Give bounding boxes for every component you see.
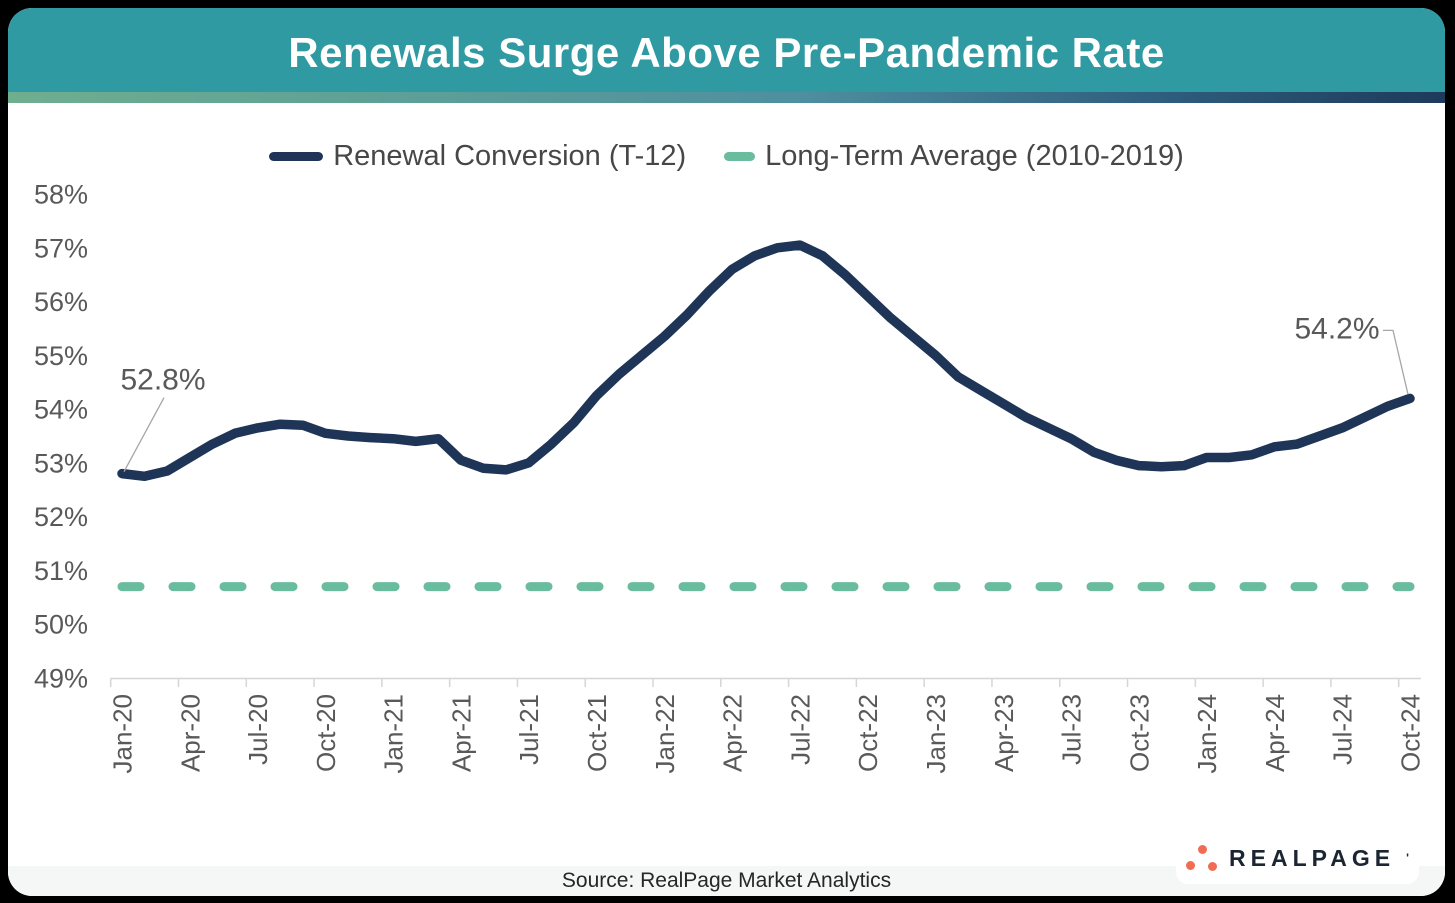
- x-axis-label: Jan-20: [108, 694, 138, 774]
- x-axis-label: Apr-23: [989, 694, 1019, 772]
- annotation-leader-end: [1383, 329, 1409, 395]
- renewal-conversion-line: [117, 240, 1415, 482]
- realpage-logo-text: REALPAGE: [1229, 844, 1396, 871]
- y-axis-label: 52%: [34, 502, 88, 532]
- chart-legend: Renewal Conversion (T-12) Long-Term Aver…: [8, 140, 1445, 173]
- realpage-dots-icon: [1186, 844, 1218, 872]
- y-axis-label: 58%: [34, 180, 88, 210]
- realpage-logo: REALPAGE ': [1176, 836, 1419, 884]
- x-axis-label: Apr-20: [175, 694, 205, 772]
- annotation-first-value: 52.8%: [120, 364, 205, 397]
- x-axis-label: Oct-22: [853, 694, 883, 772]
- x-axis-label: Jan-24: [1192, 694, 1222, 774]
- chart-card: Renewals Surge Above Pre-Pandemic Rate R…: [8, 8, 1445, 896]
- x-axis-label: Oct-24: [1396, 694, 1426, 772]
- x-axis-label: Jul-20: [243, 694, 273, 765]
- y-axis-label: 56%: [34, 287, 88, 317]
- y-axis-label: 57%: [34, 233, 88, 263]
- legend-label: Long-Term Average (2010-2019): [765, 140, 1184, 172]
- x-axis-label: Oct-21: [582, 694, 612, 772]
- x-axis-label: Apr-21: [446, 694, 476, 772]
- y-axis-label: 51%: [34, 556, 88, 586]
- x-axis-label: Oct-23: [1124, 694, 1154, 772]
- x-axis-label: Jul-23: [1057, 694, 1087, 765]
- realpage-trademark-mark: ': [1406, 851, 1409, 865]
- x-axis-label: Apr-24: [1260, 694, 1290, 772]
- header-gradient-stripe: [8, 92, 1445, 103]
- y-axis-label: 53%: [34, 448, 88, 478]
- x-axis-label: Jan-23: [921, 694, 951, 774]
- x-axis-label: Jul-24: [1328, 694, 1358, 765]
- y-axis-label: 55%: [34, 341, 88, 371]
- y-axis-label: 50%: [34, 610, 88, 640]
- chart-header: Renewals Surge Above Pre-Pandemic Rate: [8, 8, 1445, 92]
- source-text: Source: RealPage Market Analytics: [561, 869, 892, 892]
- legend-item-long-term-average: Long-Term Average (2010-2019): [724, 140, 1184, 173]
- renewal-conversion-line-chart: 58% 57% 56% 55% 54% 53% 52% 51% 50% 49% Jan-20 Apr-…: [34, 180, 1426, 774]
- x-axis-label: Jan-21: [379, 694, 409, 774]
- average-line-swatch-icon: [724, 152, 756, 161]
- annotation-last-value: 54.2%: [1294, 312, 1379, 345]
- annotation-leader-start: [123, 397, 165, 472]
- y-axis-label: 49%: [34, 664, 88, 694]
- x-axis-label: Jan-22: [650, 694, 680, 774]
- page-title: Renewals Surge Above Pre-Pandemic Rate: [288, 29, 1165, 76]
- legend-item-renewal-conversion: Renewal Conversion (T-12): [269, 140, 686, 173]
- legend-label: Renewal Conversion (T-12): [333, 140, 687, 172]
- renewal-line-swatch-icon: [269, 152, 324, 161]
- x-axis-label: Jul-22: [785, 694, 815, 765]
- x-axis-label: Jul-21: [514, 694, 544, 765]
- y-axis-label: 54%: [34, 395, 88, 425]
- x-axis-label: Oct-20: [311, 694, 341, 772]
- x-axis-label: Apr-22: [718, 694, 748, 772]
